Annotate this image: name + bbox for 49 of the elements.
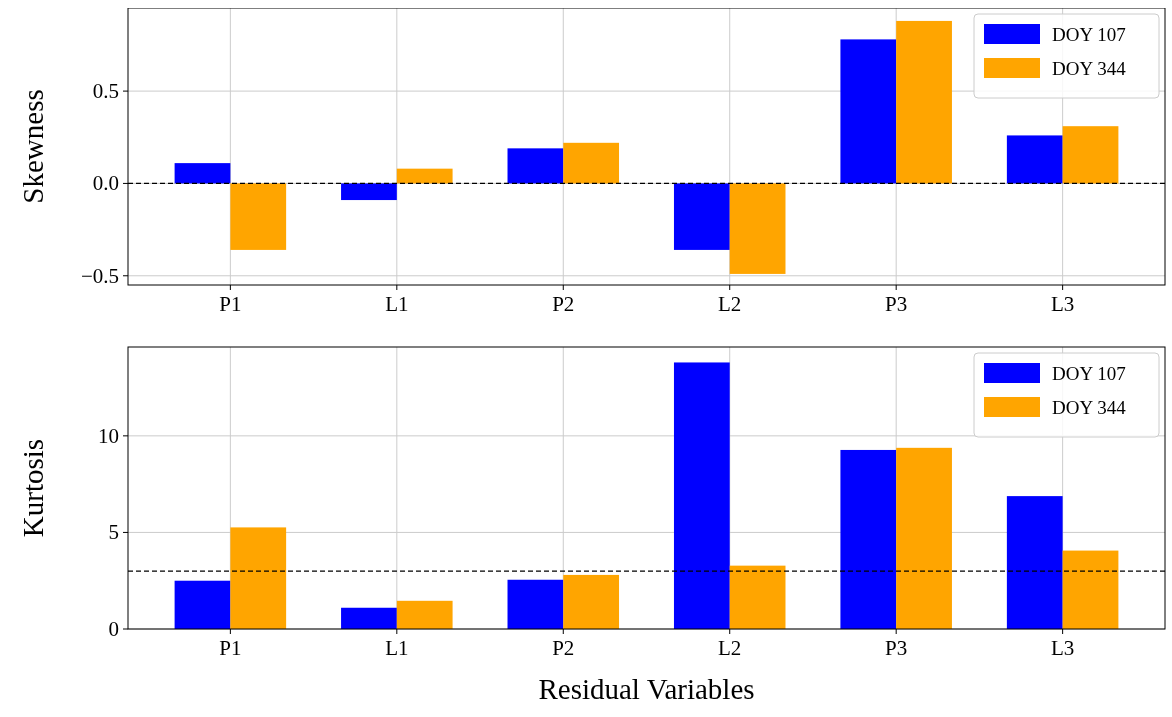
x-tick-label: L2 — [718, 636, 742, 660]
bar — [1006, 496, 1063, 629]
x-tick-label: P2 — [552, 292, 575, 316]
x-tick-label: L1 — [385, 636, 409, 660]
bar — [563, 142, 620, 184]
bar — [729, 183, 786, 274]
x-tick-label: P1 — [219, 292, 242, 316]
x-tick-label: P1 — [219, 636, 242, 660]
legend-label: DOY 107 — [1052, 24, 1126, 45]
bar — [896, 20, 952, 184]
bar — [396, 168, 453, 184]
legend-label: DOY 344 — [1052, 397, 1127, 418]
bar — [230, 527, 287, 629]
bar — [896, 447, 952, 629]
x-axis-title: Residual Variables — [538, 673, 755, 705]
x-tick-label: P3 — [885, 292, 908, 316]
x-tick-label: P3 — [885, 636, 908, 660]
bar — [729, 565, 786, 629]
bar — [673, 362, 730, 629]
y-axis-title: Skewness — [17, 89, 49, 204]
y-tick-label: 0 — [108, 617, 119, 641]
bar — [341, 183, 397, 201]
bar — [563, 574, 620, 629]
x-tick-label: L1 — [385, 292, 409, 316]
y-tick-label: 0.5 — [92, 79, 119, 104]
bar — [1062, 126, 1119, 184]
x-tick-label: L2 — [718, 292, 742, 316]
bar — [507, 579, 564, 629]
bar — [840, 39, 897, 184]
bar — [230, 183, 287, 250]
bar — [840, 449, 897, 629]
y-tick-label: −0.5 — [80, 263, 119, 288]
x-tick-label: P2 — [552, 636, 575, 660]
bar — [1062, 550, 1119, 629]
bar — [396, 600, 453, 629]
x-tick-label: L3 — [1050, 292, 1075, 316]
y-tick-label: 10 — [98, 423, 119, 448]
bar — [507, 148, 564, 184]
legend-label: DOY 344 — [1052, 58, 1127, 79]
x-tick-label: L3 — [1050, 636, 1075, 660]
bar — [341, 607, 397, 629]
bar — [673, 183, 730, 250]
y-axis-title: Kurtosis — [17, 438, 49, 538]
bar — [1006, 135, 1063, 184]
y-tick-label: 0.0 — [92, 171, 119, 196]
y-tick-label: 5 — [108, 520, 119, 545]
legend-label: DOY 107 — [1052, 363, 1126, 384]
bar — [174, 163, 231, 184]
bar — [174, 580, 231, 629]
